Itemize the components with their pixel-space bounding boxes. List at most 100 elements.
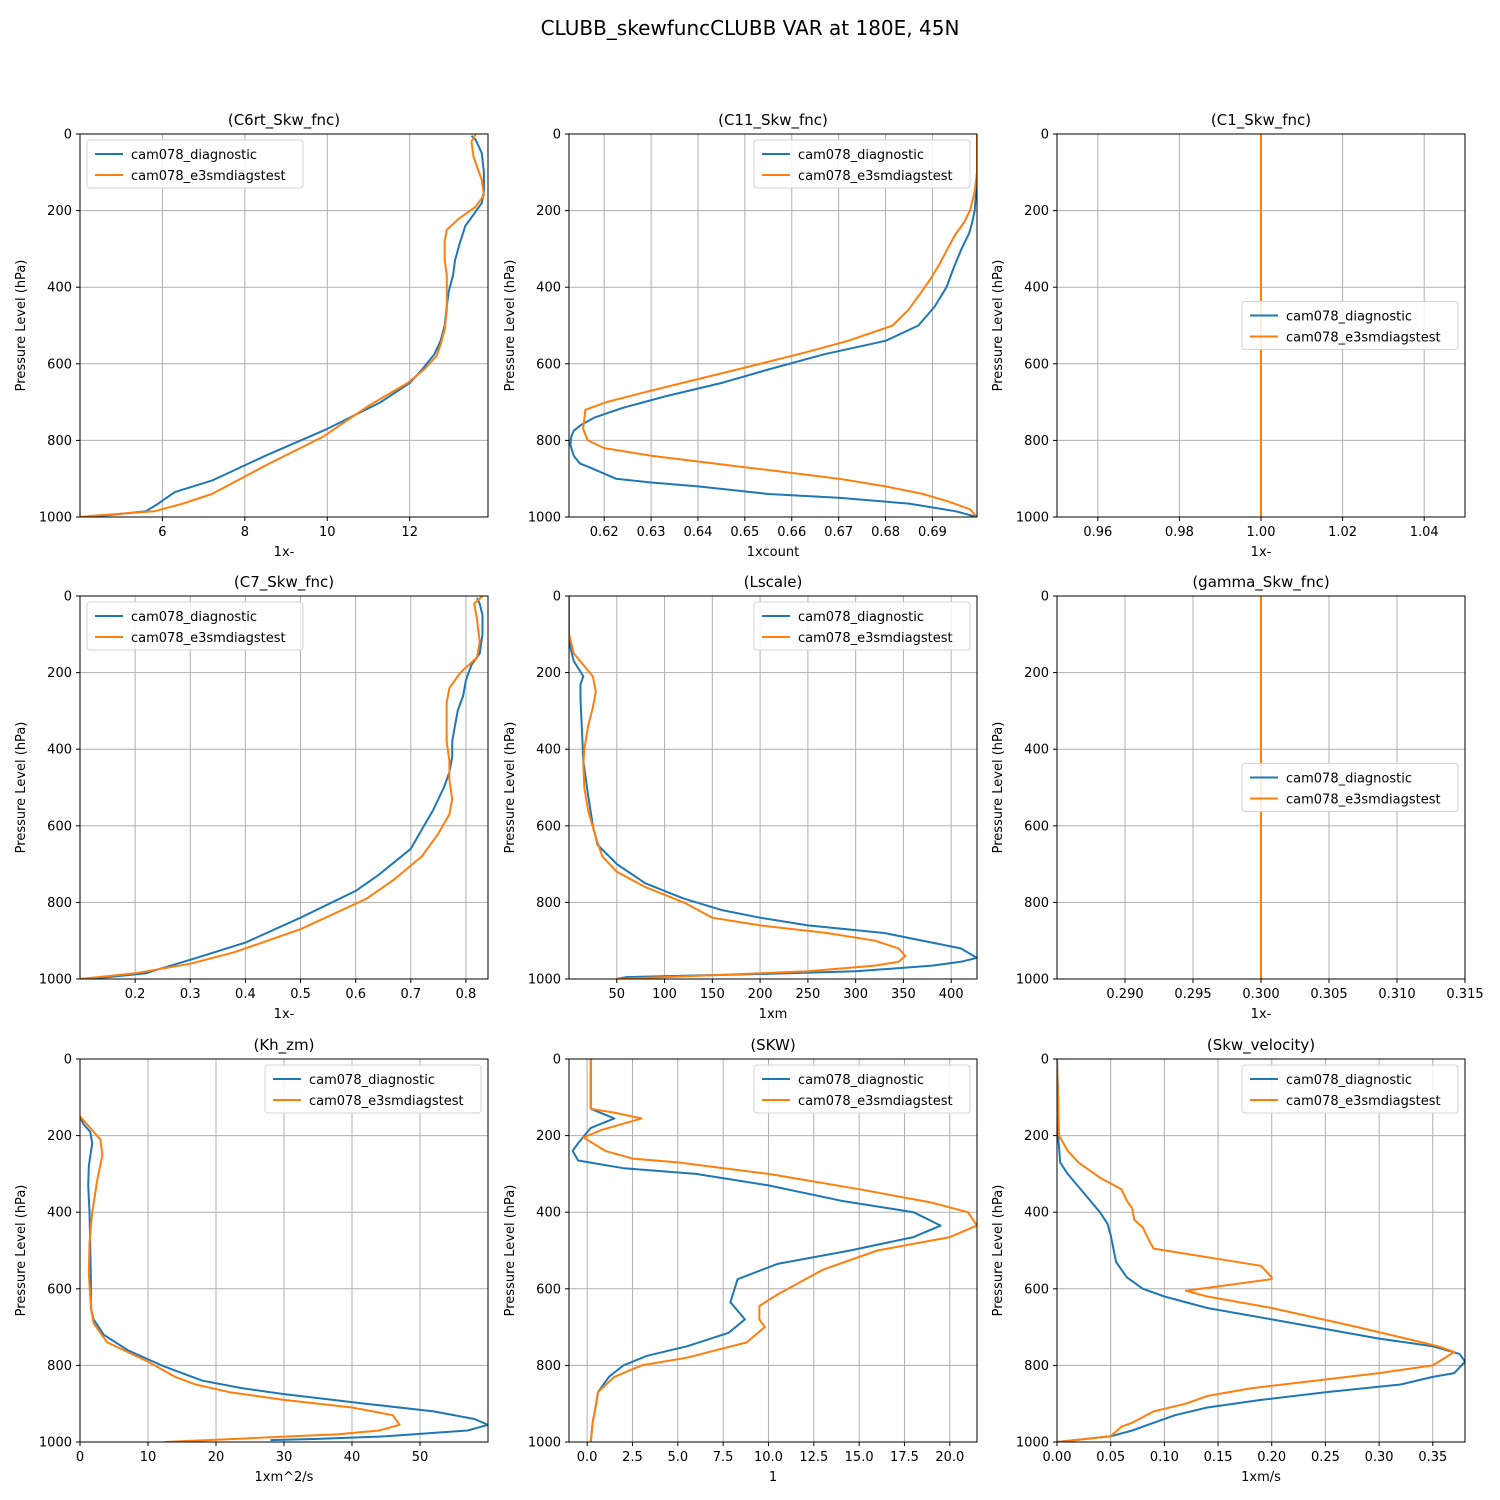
legend-label: cam078_e3smdiagstest — [1286, 793, 1441, 808]
x-tick-label: 10.0 — [754, 1450, 783, 1465]
y-tick-label: 200 — [1024, 666, 1049, 681]
y-tick-label: 600 — [536, 1282, 561, 1297]
y-tick-label: 200 — [536, 666, 561, 681]
series-line-cam078_e3smdiagstest — [582, 1059, 977, 1442]
x-tick-label: 250 — [795, 987, 820, 1002]
y-tick-label: 0 — [553, 128, 561, 143]
x-tick-label: 0.295 — [1174, 987, 1211, 1002]
x-tick-label: 0.96 — [1083, 525, 1112, 540]
x-tick-label: 2.5 — [622, 1450, 643, 1465]
y-tick-label: 0 — [553, 1053, 561, 1068]
subplot-8: 0.00 0.05 0.10 0.15 0.20 0.25 0.30 0.35 0 200 400 6… — [991, 1036, 1466, 1485]
legend-box — [1241, 1064, 1459, 1114]
y-tick-label: 800 — [1024, 1359, 1049, 1374]
subplot-title: (Lscale) — [744, 573, 803, 591]
subplot-2: 0.96 0.98 1.00 1.02 1.04 0 200 400 600 800 1000 (C1… — [991, 111, 1466, 560]
x-axis-label: 1xm^2/s — [255, 1470, 314, 1485]
y-tick-label: 400 — [1024, 743, 1049, 758]
y-axis-label: Pressure Level (hPa) — [503, 1185, 518, 1317]
legend-label: cam078_e3smdiagstest — [798, 169, 953, 184]
y-tick-label: 400 — [47, 1206, 72, 1221]
y-axis-label: Pressure Level (hPa) — [503, 722, 518, 854]
subplot-5: 0.290 0.295 0.300 0.305 0.310 0.315 0 200 400 600… — [991, 573, 1484, 1022]
y-tick-label: 0 — [64, 1053, 72, 1068]
legend: cam078_diagnostic cam078_e3smdiagstest — [1241, 763, 1459, 812]
x-tick-label: 20 — [208, 1450, 225, 1465]
plot-frame — [1056, 133, 1466, 518]
x-tick-label: 300 — [843, 987, 868, 1002]
x-tick-label: 0.66 — [777, 525, 806, 540]
y-axis-label: Pressure Level (hPa) — [14, 1185, 29, 1317]
x-axis-label: 1x- — [274, 1007, 295, 1022]
y-tick-label: 600 — [1024, 819, 1049, 834]
x-tick-label: 0.4 — [235, 987, 256, 1002]
y-tick-label: 800 — [1024, 434, 1049, 449]
subplot-0: 6 8 10 12 0 200 400 600 800 1000 (C6rt_Skw_fnc) 1x-… — [14, 111, 489, 560]
y-axis-label: Pressure Level (hPa) — [991, 722, 1006, 854]
legend: cam078_diagnostic cam078_e3smdiagstest — [86, 601, 304, 651]
legend-label: cam078_diagnostic — [1286, 772, 1412, 787]
y-tick-label: 800 — [536, 1359, 561, 1374]
y-tick-label: 800 — [47, 434, 72, 449]
series-line-cam078_e3smdiagstest — [80, 596, 484, 979]
x-tick-label: 50 — [412, 1450, 429, 1465]
legend-box — [1241, 301, 1459, 350]
legend-label: cam078_e3smdiagstest — [309, 1094, 464, 1109]
x-tick-label: 0.68 — [871, 525, 900, 540]
y-tick-label: 800 — [536, 434, 561, 449]
plot-frame — [79, 595, 489, 980]
series-line-cam078_diagnostic — [569, 134, 977, 517]
x-tick-label: 10 — [140, 1450, 157, 1465]
y-tick-label: 800 — [47, 1359, 72, 1374]
y-tick-label: 400 — [536, 743, 561, 758]
y-tick-label: 1000 — [39, 973, 72, 988]
series-line-cam078_diagnostic — [1057, 1059, 1465, 1442]
x-tick-label: 0.6 — [345, 987, 366, 1002]
x-axis-label: 1x- — [1251, 545, 1272, 560]
x-tick-label: 6 — [158, 525, 166, 540]
x-tick-label: 0.67 — [824, 525, 853, 540]
series-line-cam078_e3smdiagstest — [80, 1115, 401, 1442]
plot-area — [569, 1059, 977, 1442]
legend-box — [753, 601, 971, 651]
plot-frame — [79, 133, 489, 518]
plot-frame — [568, 133, 978, 518]
x-tick-label: 0.30 — [1365, 1450, 1394, 1465]
x-tick-label: 0.0 — [577, 1450, 598, 1465]
y-tick-label: 200 — [47, 204, 72, 219]
x-tick-label: 0.20 — [1257, 1450, 1286, 1465]
y-tick-label: 0 — [64, 590, 72, 605]
x-tick-label: 1.02 — [1328, 525, 1357, 540]
y-tick-label: 400 — [536, 281, 561, 296]
y-tick-label: 0 — [64, 128, 72, 143]
y-tick-label: 600 — [536, 819, 561, 834]
x-tick-label: 0.310 — [1378, 987, 1415, 1002]
series-line-cam078_diagnostic — [80, 1116, 488, 1442]
subplot-title: (gamma_Skw_fnc) — [1192, 573, 1329, 592]
legend-label: cam078_e3smdiagstest — [798, 1094, 953, 1109]
x-tick-label: 1.04 — [1410, 525, 1439, 540]
x-tick-label: 0.64 — [683, 525, 712, 540]
legend: cam078_diagnostic cam078_e3smdiagstest — [753, 1064, 971, 1114]
y-tick-label: 600 — [47, 819, 72, 834]
subplot-title: (Kh_zm) — [253, 1036, 314, 1055]
x-tick-label: 200 — [748, 987, 773, 1002]
x-tick-label: 0.305 — [1310, 987, 1347, 1002]
plot-frame — [1056, 1058, 1466, 1443]
y-tick-label: 1000 — [1016, 1436, 1049, 1451]
x-axis-label: 1x- — [274, 545, 295, 560]
x-tick-label: 12.5 — [799, 1450, 828, 1465]
x-tick-label: 0.290 — [1106, 987, 1143, 1002]
legend-box — [86, 139, 304, 189]
x-tick-label: 0.3 — [180, 987, 201, 1002]
x-tick-label: 1.00 — [1247, 525, 1276, 540]
y-axis-label: Pressure Level (hPa) — [14, 722, 29, 854]
legend-label: cam078_e3smdiagstest — [131, 631, 286, 646]
subplot-title: (C7_Skw_fnc) — [234, 573, 334, 592]
subplot-title: (Skw_velocity) — [1207, 1036, 1315, 1055]
y-tick-label: 1000 — [528, 511, 561, 526]
y-tick-label: 200 — [536, 1129, 561, 1144]
subplot-title: (C11_Skw_fnc) — [718, 111, 828, 130]
x-tick-label: 0.2 — [125, 987, 146, 1002]
